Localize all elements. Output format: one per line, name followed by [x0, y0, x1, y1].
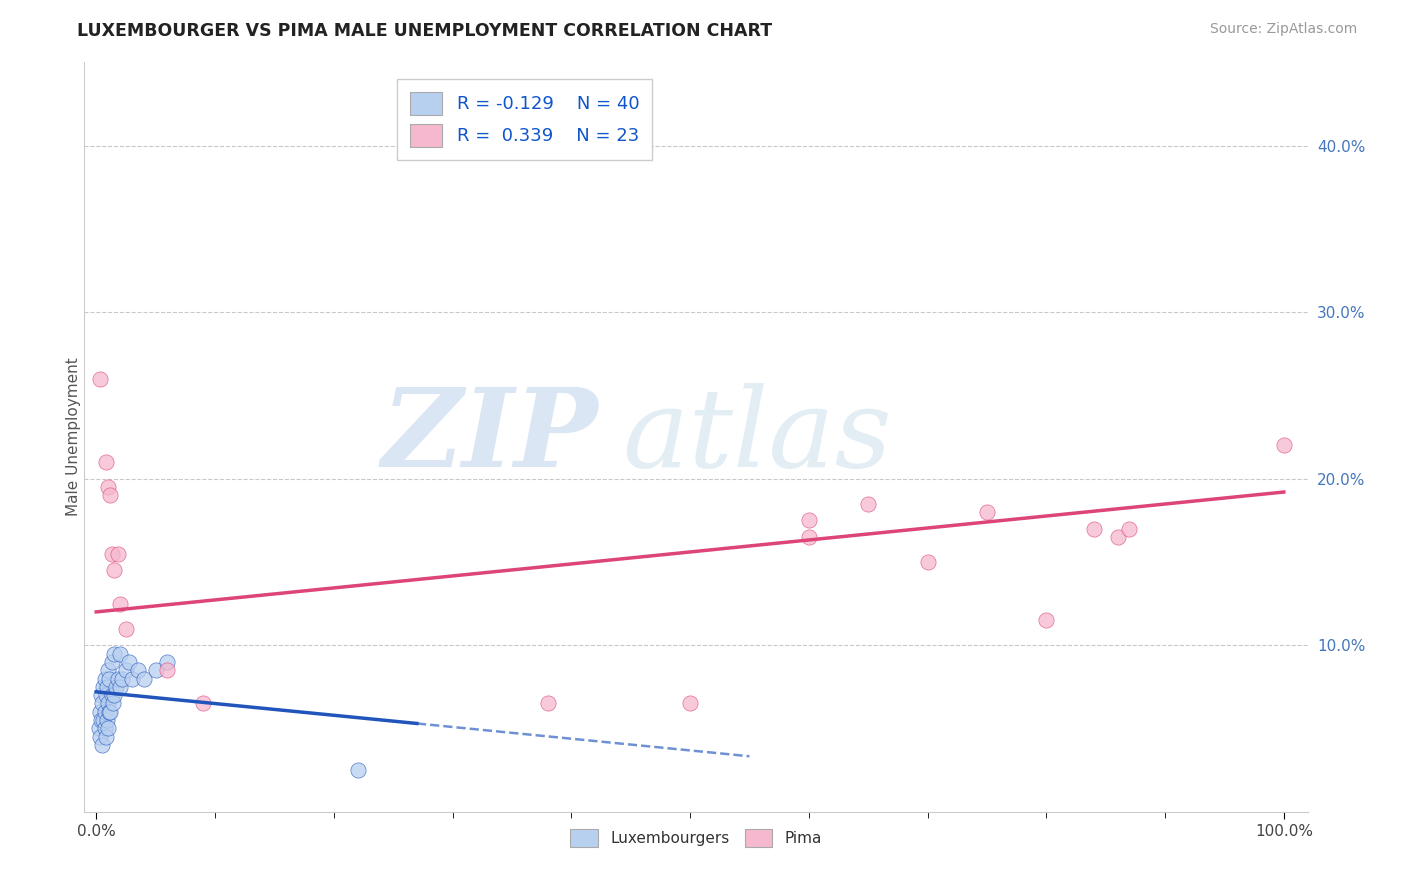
Point: [105, 680, 128, 694]
Point: [145, 663, 167, 677]
Text: LUXEMBOURGER VS PIMA MALE UNEMPLOYMENT CORRELATION CHART: LUXEMBOURGER VS PIMA MALE UNEMPLOYMENT C…: [77, 22, 772, 40]
Point: [115, 622, 138, 636]
Point: [191, 697, 214, 711]
Point: [107, 547, 129, 561]
Point: [93, 705, 115, 719]
Point: [1118, 522, 1140, 536]
Text: Source: ZipAtlas.com: Source: ZipAtlas.com: [1209, 22, 1357, 37]
Y-axis label: Male Unemployment: Male Unemployment: [66, 358, 80, 516]
Point: [94, 455, 117, 469]
Point: [90, 688, 112, 702]
Point: [1107, 530, 1129, 544]
Point: [100, 655, 122, 669]
Point: [93, 680, 115, 694]
Point: [93, 672, 115, 686]
Point: [127, 663, 149, 677]
Point: [118, 655, 141, 669]
Point: [1272, 438, 1295, 452]
Point: [97, 663, 120, 677]
Point: [976, 505, 998, 519]
Point: [103, 563, 125, 577]
Point: [115, 663, 138, 677]
Point: [108, 597, 131, 611]
Point: [132, 672, 155, 686]
Point: [107, 672, 129, 686]
Point: [97, 480, 120, 494]
Point: [93, 713, 115, 727]
Point: [346, 763, 368, 777]
Point: [156, 663, 179, 677]
Point: [90, 713, 112, 727]
Point: [1035, 613, 1057, 627]
Point: [797, 530, 820, 544]
Point: [797, 513, 820, 527]
Point: [100, 547, 122, 561]
Point: [94, 688, 117, 702]
Point: [97, 697, 120, 711]
Point: [98, 672, 121, 686]
Point: [679, 697, 702, 711]
Point: [91, 697, 114, 711]
Point: [100, 488, 122, 502]
Point: [1083, 522, 1105, 536]
Point: [91, 738, 114, 752]
Point: [96, 680, 118, 694]
Point: [93, 722, 115, 736]
Point: [97, 722, 120, 736]
Point: [87, 722, 110, 736]
Point: [856, 497, 879, 511]
Point: [536, 697, 558, 711]
Point: [103, 647, 125, 661]
Point: [108, 680, 131, 694]
Point: [96, 713, 118, 727]
Point: [94, 730, 117, 744]
Point: [103, 688, 125, 702]
Point: [100, 705, 122, 719]
Point: [121, 672, 143, 686]
Point: [156, 655, 179, 669]
Point: [917, 555, 939, 569]
Text: ZIP: ZIP: [381, 384, 598, 491]
Point: [89, 705, 111, 719]
Point: [108, 647, 131, 661]
Point: [89, 730, 111, 744]
Legend: Luxembourgers, Pima: Luxembourgers, Pima: [564, 823, 828, 853]
Point: [101, 697, 124, 711]
Point: [111, 672, 134, 686]
Point: [98, 705, 121, 719]
Text: atlas: atlas: [623, 384, 893, 491]
Point: [89, 372, 111, 386]
Point: [100, 688, 122, 702]
